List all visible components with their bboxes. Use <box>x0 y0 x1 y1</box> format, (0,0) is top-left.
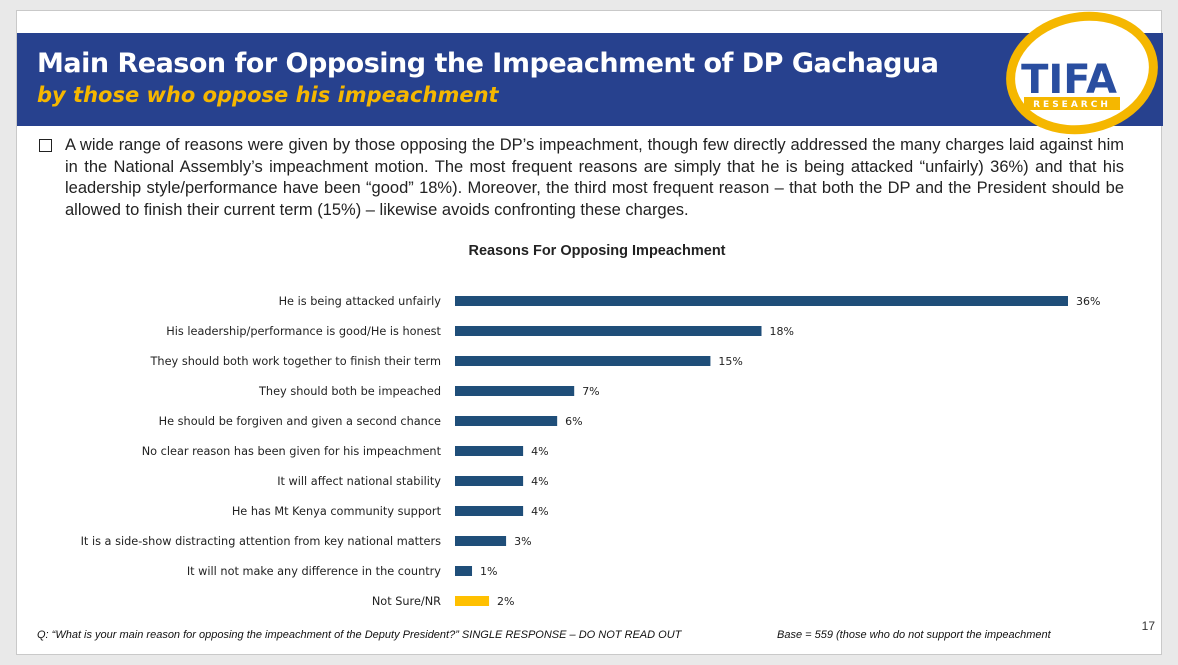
data-label: 7% <box>582 385 599 398</box>
bar <box>455 566 473 576</box>
bar-chart: He is being attacked unfairly 36% His lead… <box>81 295 1101 608</box>
bar <box>455 386 575 396</box>
bar <box>455 476 524 486</box>
data-label: 4% <box>531 445 548 458</box>
slide-title: Main Reason for Opposing the Impeachment… <box>37 48 939 79</box>
title-band: Main Reason for Opposing the Impeachment… <box>17 33 1163 126</box>
category-label: His leadership/performance is good/He is… <box>166 325 441 338</box>
data-label: 3% <box>514 535 531 548</box>
data-label: 4% <box>531 505 548 518</box>
checkbox-bullet-icon <box>39 139 52 152</box>
data-label: 2% <box>497 595 514 608</box>
bar <box>455 416 558 426</box>
category-label: He is being attacked unfairly <box>279 295 442 308</box>
chart-title: Reasons For Opposing Impeachment <box>468 243 726 259</box>
bar <box>455 296 1068 306</box>
bar <box>455 326 762 336</box>
slide-subtitle: by those who oppose his impeachment <box>37 83 499 107</box>
data-label: 18% <box>770 325 794 338</box>
bar <box>455 506 524 516</box>
data-label: 1% <box>480 565 497 578</box>
bar <box>455 356 711 366</box>
tifa-logo: TIFA RESEARCH <box>1006 11 1158 135</box>
category-label: No clear reason has been given for his i… <box>142 445 442 458</box>
bar <box>455 536 507 546</box>
data-label: 6% <box>565 415 582 428</box>
category-label: He has Mt Kenya community support <box>232 505 442 518</box>
category-label: He should be forgiven and given a second… <box>159 415 441 428</box>
category-label: It will not make any difference in the c… <box>187 565 441 578</box>
category-label: They should both work together to finish… <box>150 355 441 368</box>
data-label: 15% <box>718 355 742 368</box>
logo-wordmark: TIFA <box>1021 57 1117 103</box>
summary-bullet: A wide range of reasons were given by th… <box>39 135 1124 221</box>
bar <box>455 446 524 456</box>
data-label: 36% <box>1076 295 1100 308</box>
footer-base: Base = 559 (those who do not support the… <box>777 629 1051 641</box>
category-label: They should both be impeached <box>258 385 441 398</box>
category-label: Not Sure/NR <box>372 595 441 608</box>
page-number: 17 <box>1141 619 1155 633</box>
category-label: It will affect national stability <box>277 475 441 488</box>
slide: Main Reason for Opposing the Impeachment… <box>16 10 1163 655</box>
logo-tagline: RESEARCH <box>1033 100 1111 110</box>
data-label: 4% <box>531 475 548 488</box>
category-label: It is a side-show distracting attention … <box>81 535 442 548</box>
bar <box>455 596 490 606</box>
summary-text: A wide range of reasons were given by th… <box>65 136 1124 219</box>
footer-question: Q: “What is your main reason for opposin… <box>37 629 682 641</box>
